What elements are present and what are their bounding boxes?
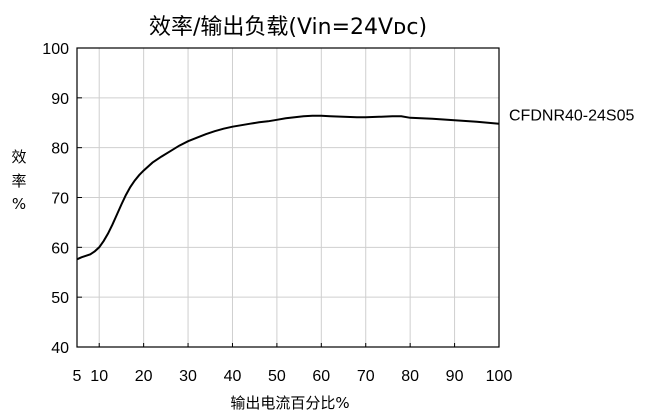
x-tick-label: 5 bbox=[73, 368, 82, 385]
series-line bbox=[77, 116, 499, 259]
y-tick-labels: 40 50 60 70 80 90 100 bbox=[42, 41, 82, 357]
y-axis-label-char: 效 bbox=[11, 148, 26, 166]
y-tick-label: 90 bbox=[51, 91, 69, 108]
x-tick-label: 90 bbox=[446, 368, 464, 385]
y-tick-label: 70 bbox=[51, 191, 69, 208]
y-tick-label: 80 bbox=[51, 141, 69, 158]
x-tick-label: 10 bbox=[90, 368, 108, 385]
y-tick-label: 50 bbox=[51, 290, 69, 307]
series-label: CFDNR40-24S05 bbox=[509, 108, 634, 125]
x-tick-label: 80 bbox=[401, 368, 419, 385]
x-tick-label: 20 bbox=[135, 368, 153, 385]
x-tick-label: 40 bbox=[224, 368, 242, 385]
x-tick-label: 30 bbox=[179, 368, 197, 385]
x-tick-label: 100 bbox=[486, 368, 513, 385]
y-axis-label: 效率% bbox=[11, 148, 26, 213]
x-tick-labels: 5 10 20 30 40 50 60 70 80 90 100 bbox=[73, 343, 513, 385]
y-axis-label-char: 率 bbox=[11, 172, 26, 190]
y-tick-label: 40 bbox=[51, 340, 69, 357]
x-axis-label: 输出电流百分比% bbox=[230, 394, 349, 412]
grid-lines bbox=[77, 48, 499, 347]
y-axis-label-char: % bbox=[12, 195, 26, 213]
y-tick-label: 100 bbox=[42, 41, 69, 58]
x-tick-label: 70 bbox=[357, 368, 375, 385]
y-tick-label: 60 bbox=[51, 240, 69, 257]
chart-title: 效率/输出负载(Vin=24Vᴅᴄ) bbox=[149, 15, 427, 40]
x-tick-label: 50 bbox=[268, 368, 286, 385]
x-tick-label: 60 bbox=[312, 368, 330, 385]
